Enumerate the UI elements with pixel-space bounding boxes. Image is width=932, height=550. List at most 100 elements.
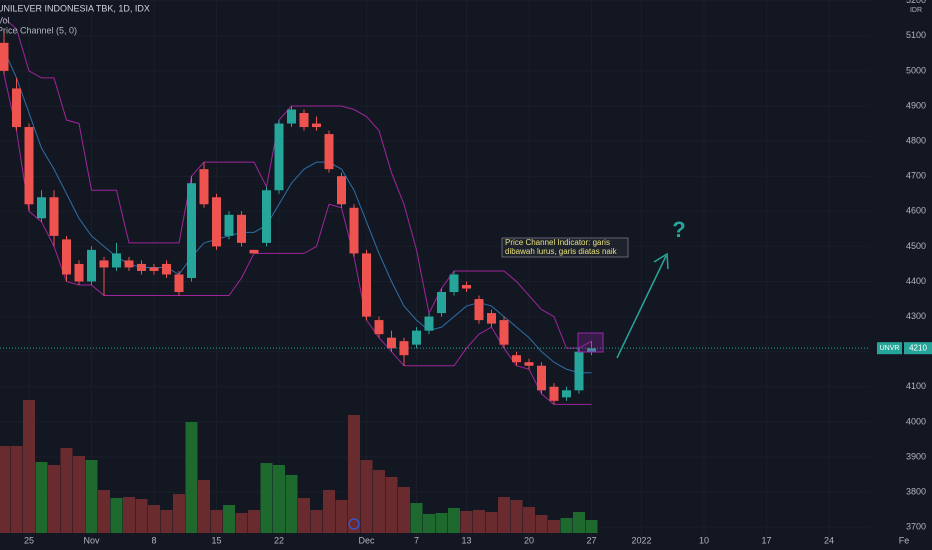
- symbol-label: UNVR: [880, 345, 900, 352]
- volume-bar: [60, 448, 73, 533]
- volume-bar: [348, 415, 360, 533]
- volume-bar: [223, 505, 235, 533]
- volume-bar: [298, 498, 310, 533]
- candle-body: [0, 42, 9, 71]
- candle-body: [74, 263, 84, 282]
- y-tick-label: 4000: [906, 416, 926, 426]
- candle-body: [237, 214, 246, 243]
- candle-body: [137, 263, 146, 271]
- volume-bar: [48, 465, 60, 533]
- y-tick-label: 4600: [906, 206, 926, 216]
- candle-body: [49, 197, 59, 236]
- chart-title: UNILEVER INDONESIA TBK, 1D, IDX: [0, 3, 150, 13]
- volume-bar: [373, 470, 385, 533]
- volume-bar: [285, 475, 298, 533]
- volume-bar: [360, 460, 373, 533]
- candle-body: [387, 337, 396, 349]
- volume-bar: [448, 508, 460, 533]
- candle-body: [212, 197, 221, 247]
- y-tick-label: 5100: [906, 30, 926, 40]
- volume-bar: [210, 510, 223, 533]
- candle-body: [462, 285, 471, 289]
- channel-upper: [3, 17, 592, 349]
- price-badge: [904, 342, 932, 355]
- volume-bar: [173, 494, 185, 533]
- candle-body: [324, 134, 334, 170]
- volume-bar: [423, 514, 435, 533]
- candle-body: [124, 260, 134, 268]
- indicator-label: Price Channel (5, 0): [0, 25, 77, 35]
- candle-body: [299, 113, 309, 128]
- candle-body: [12, 88, 21, 128]
- volume-bar: [35, 462, 48, 533]
- candle-body: [37, 197, 46, 219]
- candle-body: [524, 362, 534, 366]
- x-tick-label: 2022: [631, 535, 651, 545]
- candle-body: [449, 274, 459, 293]
- volume-bar: [323, 490, 335, 533]
- candle-body: [274, 123, 284, 191]
- channel-mid: [3, 49, 592, 374]
- candle-body: [487, 313, 496, 324]
- volume-bar: [248, 510, 260, 533]
- clock-icon: [348, 518, 360, 530]
- y-tick-label: 4700: [906, 171, 926, 181]
- candle-body: [399, 341, 409, 356]
- x-tick-label: Nov: [83, 535, 100, 545]
- x-tick-label: 27: [586, 535, 596, 545]
- volume-bar: [110, 498, 123, 533]
- x-tick-label: 20: [524, 535, 534, 545]
- volume-bar: [510, 500, 523, 533]
- y-tick-label: 3900: [906, 451, 926, 461]
- candle-body: [349, 207, 359, 254]
- volume-bar: [473, 510, 485, 533]
- volume-bar: [235, 513, 248, 533]
- candle-body: [562, 390, 571, 398]
- arrow: [616, 255, 667, 359]
- y-tick-label: 4400: [906, 276, 926, 286]
- candle-body: [549, 386, 559, 401]
- volume-bar: [523, 507, 535, 533]
- x-tick-label: Fe: [899, 535, 910, 545]
- candle-body: [174, 274, 184, 293]
- annotation-line: Price Channel Indicator: garis: [505, 238, 610, 247]
- y-tick-label: 4500: [906, 241, 926, 251]
- candle-body: [374, 320, 384, 335]
- candle-body: [99, 260, 109, 268]
- volume-bar: [585, 520, 598, 533]
- candle-body: [574, 351, 584, 391]
- volume-layer: [0, 400, 598, 533]
- candle-body: [474, 299, 484, 321]
- annotation-box: [501, 237, 629, 258]
- candle-body: [224, 214, 234, 236]
- candle-body: [312, 123, 321, 128]
- volume-label: Vol: [0, 15, 10, 25]
- volume-bar: [398, 487, 410, 533]
- volume-bar: [135, 499, 148, 533]
- volume-bar: [560, 518, 573, 533]
- candle-body: [112, 253, 121, 268]
- candle-body: [424, 316, 434, 331]
- candle-body: [149, 267, 159, 271]
- candle-body: [262, 190, 271, 243]
- candle-body: [87, 249, 96, 282]
- volume-bar: [310, 510, 323, 533]
- volume-bar: [73, 456, 85, 533]
- candle-body: [187, 183, 196, 278]
- volume-bar: [385, 477, 398, 533]
- candle-body: [199, 169, 209, 205]
- y-tick-label: 3800: [906, 486, 926, 496]
- x-tick-label: Dec: [358, 535, 375, 545]
- candle-body: [162, 263, 171, 275]
- volume-bar: [85, 460, 98, 533]
- volume-bar: [260, 463, 273, 533]
- volume-bar: [23, 400, 35, 533]
- volume-bar: [410, 503, 423, 533]
- volume-bar: [485, 512, 498, 533]
- volume-bar: [273, 465, 285, 533]
- volume-bar: [198, 480, 210, 533]
- volume-bar: [548, 520, 560, 533]
- volume-bar: [123, 497, 135, 533]
- highlight-box: [577, 332, 604, 353]
- y-tick-label: 4100: [906, 381, 926, 391]
